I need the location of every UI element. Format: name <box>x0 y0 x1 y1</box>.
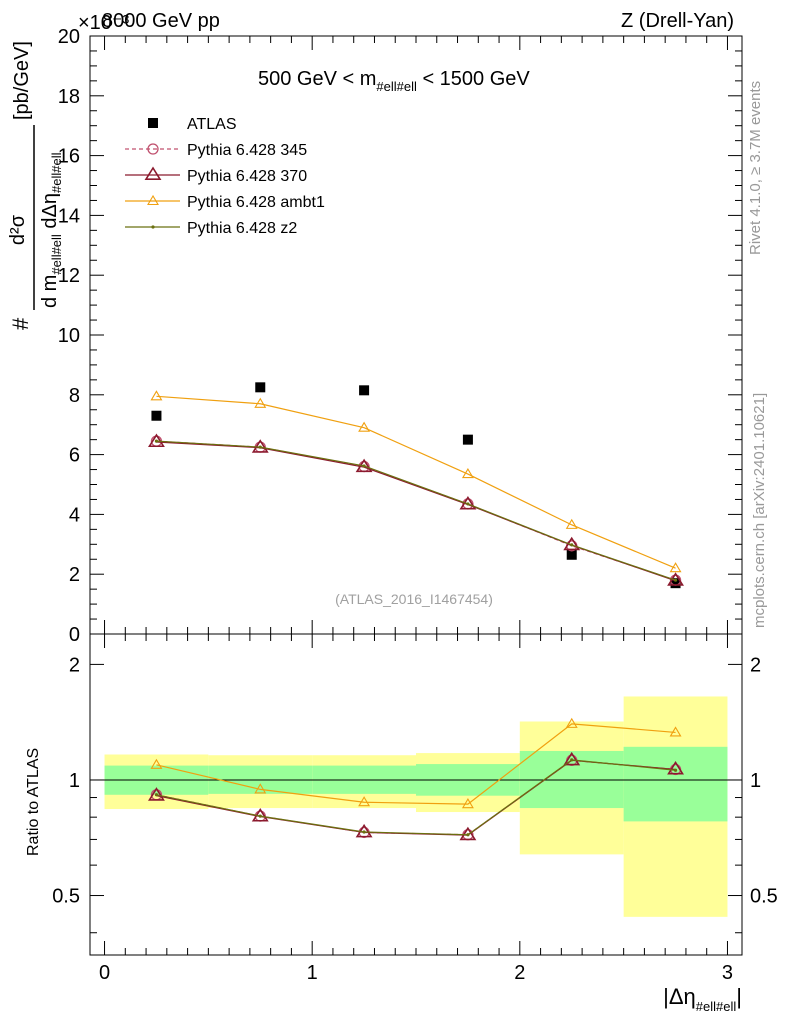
pythia-6-428-z2-point <box>154 439 159 443</box>
main-y-tick-label: 2 <box>69 564 80 586</box>
ratio-uncertainty-bands <box>104 696 728 917</box>
pythia-6-428-z2-ratio-point <box>154 793 159 797</box>
pythia-6-428-ambt1-point <box>358 421 371 432</box>
atlas-data-point <box>151 410 162 421</box>
pythia-6-428-z2-point <box>570 543 574 547</box>
legend-pythia-6-428-ambt1-marker <box>147 194 159 206</box>
main-series-group <box>148 382 684 589</box>
ratio-y-tick-label-right: 2 <box>750 654 761 676</box>
pythia-6-428-370-ratio-point <box>667 760 684 775</box>
main-y-tick-label: 0 <box>69 624 80 646</box>
atlas-data-point <box>670 578 681 589</box>
ratio-y-tick-label: 0.5 <box>52 886 80 908</box>
pythia-6-428-ambt1-ratio-point <box>254 783 267 794</box>
pythia-6-428-z2-point <box>466 502 470 506</box>
ratio-x-tick-label: 1 <box>307 962 318 984</box>
atlas-data-point <box>359 385 370 396</box>
pythia-6-428-345-line <box>156 440 676 581</box>
ratio-y-tick-label: 2 <box>69 654 80 676</box>
ratio-y-tick-label-right: 0.5 <box>750 886 778 908</box>
pythia-6-428-z2-ratio-point <box>362 830 366 834</box>
main-y-tick-label: 6 <box>69 445 80 467</box>
x-axis-label: |Δη#ell#ell| <box>663 984 742 1014</box>
pythia-6-428-z2-line <box>156 440 676 581</box>
ratio-x-tick-label: 0 <box>99 962 110 984</box>
y-label-denominator: d m#ell#ell dΔη#ell#ell <box>39 152 64 308</box>
pythia-6-428-370-point <box>148 433 165 448</box>
pythia-6-428-z2-ratio-point <box>466 833 470 837</box>
pythia-6-428-ambt1-ratio-point <box>565 717 578 728</box>
pythia-6-428-ambt1-ratio-point <box>461 798 474 809</box>
pythia-6-428-z2-point <box>362 464 366 468</box>
legend-pythia-6-428-370-marker <box>144 166 162 180</box>
exponent-label: ×10⁻³ <box>78 12 129 34</box>
legend-label: Pythia 6.428 ambt1 <box>187 194 325 211</box>
ratio-y-tick-label-right: 1 <box>750 770 761 792</box>
legend-label: Pythia 6.428 370 <box>187 168 307 185</box>
pythia-6-428-370-ratio-point <box>459 826 477 841</box>
pythia-6-428-ambt1-line <box>156 395 676 569</box>
main-y-tick-label: 14 <box>58 205 80 227</box>
axis-ticks <box>90 35 742 955</box>
pythia-6-428-ambt1-point <box>669 562 682 573</box>
pythia-6-428-ambt1-ratio-point <box>358 796 371 807</box>
legend-atlas-marker <box>148 118 158 128</box>
analysis-id-watermark: (ATLAS_2016_I1467454) <box>335 591 493 607</box>
energy-label: 8000 GeV pp <box>102 10 220 32</box>
main-y-tick-label: 12 <box>58 265 80 287</box>
atlas-data-point <box>462 434 473 445</box>
pythia-6-428-z2-ratio-point <box>258 814 262 818</box>
pythia-6-428-370-ratio-point <box>148 787 165 801</box>
ratio-y-tick-label: 1 <box>69 770 80 792</box>
mcplots-label: mcplots.cern.ch [arXiv:2401.10621] <box>751 393 768 628</box>
ratio-inner-band <box>623 746 728 822</box>
mass-range-title: 500 GeV < m#ell#ell < 1500 GeV <box>258 68 530 94</box>
main-y-label: # d²σ d m#ell#ell dΔη#ell#ell [pb/GeV] <box>7 41 64 330</box>
ratio-series-group <box>148 717 684 841</box>
ratio-x-tick-label: 2 <box>514 962 525 984</box>
main-y-tick-label: 16 <box>58 146 80 168</box>
pythia-6-428-370-line <box>156 441 676 582</box>
legend-label: Pythia 6.428 z2 <box>187 220 297 237</box>
pythia-6-428-z2-point <box>258 445 262 449</box>
pythia-6-428-z2-ratio-point <box>673 768 678 772</box>
main-y-tick-label: 18 <box>58 86 80 108</box>
main-y-tick-label: 4 <box>69 504 80 526</box>
legend-label: Pythia 6.428 345 <box>187 142 307 159</box>
legend-label: ATLAS <box>187 116 237 133</box>
atlas-data-point <box>255 382 266 393</box>
pythia-6-428-z2-ratio-line <box>156 759 676 836</box>
pythia-6-428-ambt1-ratio-line <box>156 723 676 805</box>
y-label-unit: [pb/GeV] <box>11 41 33 120</box>
y-label-numerator: d²σ <box>7 214 29 245</box>
legend-pythia-6-428-345-marker <box>147 143 159 155</box>
pythia-6-428-z2-ratio-point <box>570 758 574 762</box>
pythia-6-428-ambt1-point <box>565 518 578 529</box>
main-y-tick-label: 10 <box>58 325 80 347</box>
ratio-x-tick-label: 3 <box>722 962 733 984</box>
pythia-6-428-ambt1-point <box>150 390 163 401</box>
pythia-6-428-ambt1-point <box>254 397 267 408</box>
ratio-y-label: Ratio to ATLAS <box>25 748 42 856</box>
pythia-6-428-370-ratio-point <box>563 751 581 766</box>
main-y-tick-label: 8 <box>69 385 80 407</box>
pythia-6-428-z2-point <box>673 578 678 582</box>
rivet-version-label: Rivet 4.1.0, ≥ 3.7M events <box>747 81 764 255</box>
atlas-data-point <box>566 549 577 560</box>
main-y-tick-label: 20 <box>58 26 80 48</box>
legend-pythia-6-428-z2-marker <box>151 225 155 229</box>
pythia-6-428-ambt1-ratio-point <box>150 758 163 769</box>
y-label-hash: # <box>8 317 33 330</box>
pythia-6-428-ambt1-point <box>461 467 474 479</box>
legend: ATLAS Pythia 6.428 345 Pythia 6.428 370 Pyt… <box>125 116 325 237</box>
process-label: Z (Drell-Yan) <box>621 10 734 32</box>
pythia-6-428-ambt1-ratio-point <box>669 726 682 737</box>
